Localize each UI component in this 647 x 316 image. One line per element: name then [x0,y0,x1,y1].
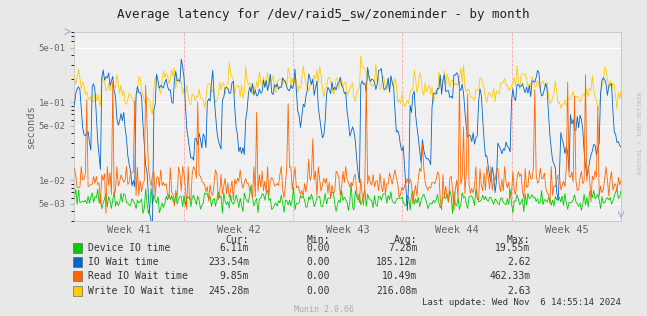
Text: Write IO Wait time: Write IO Wait time [88,286,193,296]
Text: 233.54m: 233.54m [208,257,249,267]
Text: 2.62: 2.62 [507,257,531,267]
Text: 185.12m: 185.12m [376,257,417,267]
Text: 19.55m: 19.55m [496,243,531,253]
Text: Max:: Max: [507,235,531,246]
Text: 0.00: 0.00 [307,271,330,281]
Text: RADTOOL / TOBI OETIKER: RADTOOL / TOBI OETIKER [637,91,642,174]
Text: 462.33m: 462.33m [489,271,531,281]
Text: 0.00: 0.00 [307,257,330,267]
Text: 7.28m: 7.28m [388,243,417,253]
Text: 0.00: 0.00 [307,243,330,253]
Text: 0.00: 0.00 [307,286,330,296]
Text: 6.11m: 6.11m [220,243,249,253]
Text: 10.49m: 10.49m [382,271,417,281]
Text: Munin 2.0.66: Munin 2.0.66 [294,306,353,314]
Text: 245.28m: 245.28m [208,286,249,296]
Text: IO Wait time: IO Wait time [88,257,159,267]
Text: Avg:: Avg: [394,235,417,246]
Y-axis label: seconds: seconds [26,105,36,148]
Text: Cur:: Cur: [226,235,249,246]
Text: Min:: Min: [307,235,330,246]
Text: 9.85m: 9.85m [220,271,249,281]
Text: 2.63: 2.63 [507,286,531,296]
Text: Last update: Wed Nov  6 14:55:14 2024: Last update: Wed Nov 6 14:55:14 2024 [422,298,621,307]
Text: Average latency for /dev/raid5_sw/zoneminder - by month: Average latency for /dev/raid5_sw/zonemi… [117,8,530,21]
Text: 216.08m: 216.08m [376,286,417,296]
Text: Device IO time: Device IO time [88,243,170,253]
Text: Read IO Wait time: Read IO Wait time [88,271,188,281]
